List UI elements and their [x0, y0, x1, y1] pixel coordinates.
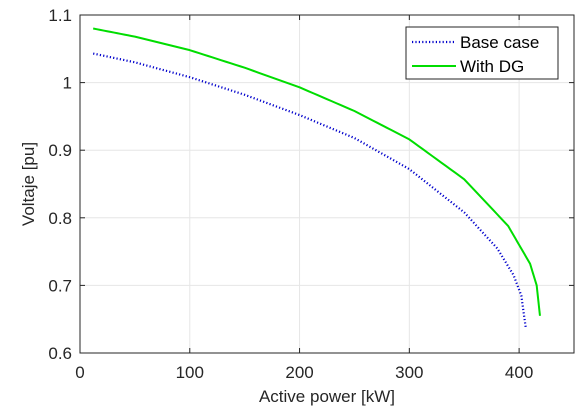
- plot-frame: [79, 14, 575, 354]
- legend-label-with-dg: With DG: [460, 57, 524, 76]
- y-axis-title: Voltaje [pu]: [19, 142, 38, 226]
- x-axis-title: Active power [kW]: [259, 387, 395, 406]
- series-line-base-case: [92, 52, 527, 328]
- series-layer: [92, 27, 541, 328]
- legend-box: [405, 26, 559, 80]
- tick-marks: [79, 14, 574, 354]
- x-tick-label: 100: [176, 363, 204, 382]
- y-tick-label: 0.7: [48, 276, 72, 295]
- x-tick-labels: 0 100 200 300 400: [75, 363, 533, 382]
- y-tick-label: 0.9: [48, 141, 72, 160]
- x-tick-label: 200: [285, 363, 313, 382]
- y-tick-label: 1: [63, 74, 72, 93]
- y-tick-label: 0.6: [48, 344, 72, 363]
- x-tick-label: 400: [505, 363, 533, 382]
- y-tick-label: 0.8: [48, 209, 72, 228]
- series-line-with-dg: [92, 27, 541, 316]
- x-tick-label: 300: [395, 363, 423, 382]
- y-tick-label: 1.1: [48, 6, 72, 25]
- legend: Base case With DG: [405, 26, 559, 80]
- legend-label-base-case: Base case: [460, 33, 539, 52]
- y-tick-labels: 0.6 0.7 0.8 0.9 1 1.1: [48, 6, 72, 363]
- x-tick-label: 0: [75, 363, 84, 382]
